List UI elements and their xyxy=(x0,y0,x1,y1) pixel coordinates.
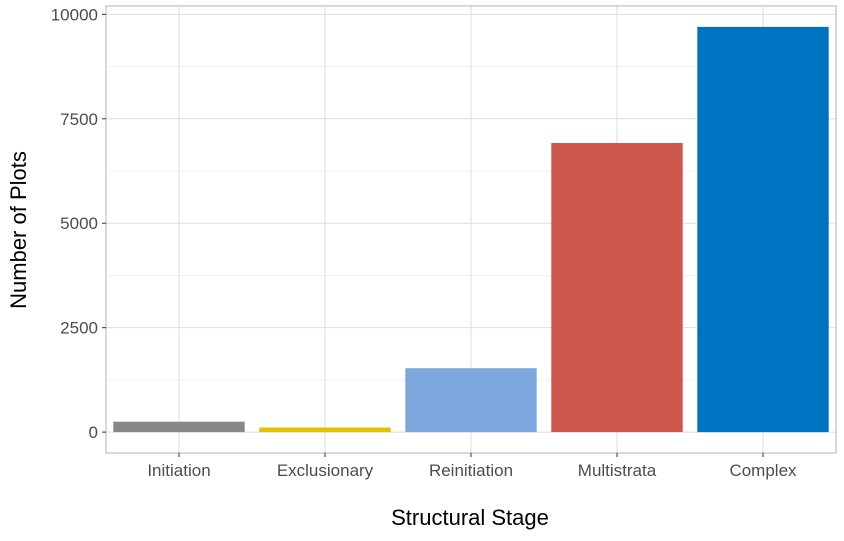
y-axis-title: Number of Plots xyxy=(6,151,31,309)
y-tick-label: 10000 xyxy=(51,5,98,24)
bar-multistrata xyxy=(551,143,683,433)
bar-complex xyxy=(697,26,829,433)
y-tick-label: 2500 xyxy=(60,319,98,338)
bar-initiation xyxy=(113,421,245,433)
x-tick-label: Exclusionary xyxy=(277,461,374,480)
x-tick-label: Initiation xyxy=(147,461,210,480)
x-tick-label: Reinitiation xyxy=(429,461,513,480)
bars xyxy=(113,26,829,433)
y-tick-label: 7500 xyxy=(60,110,98,129)
x-tick-label: Multistrata xyxy=(578,461,657,480)
x-axis-ticks: Initiation Exclusionary Reinitiation Multis… xyxy=(147,453,797,480)
bar-exclusionary xyxy=(259,427,391,433)
x-tick-label: Complex xyxy=(729,461,797,480)
y-axis-ticks: 0 2500 5000 7500 10000 xyxy=(51,5,106,442)
y-tick-label: 5000 xyxy=(60,214,98,233)
bar-reinitiation xyxy=(405,368,537,433)
x-axis-title: Structural Stage xyxy=(391,505,549,530)
y-tick-label: 0 xyxy=(89,423,98,442)
